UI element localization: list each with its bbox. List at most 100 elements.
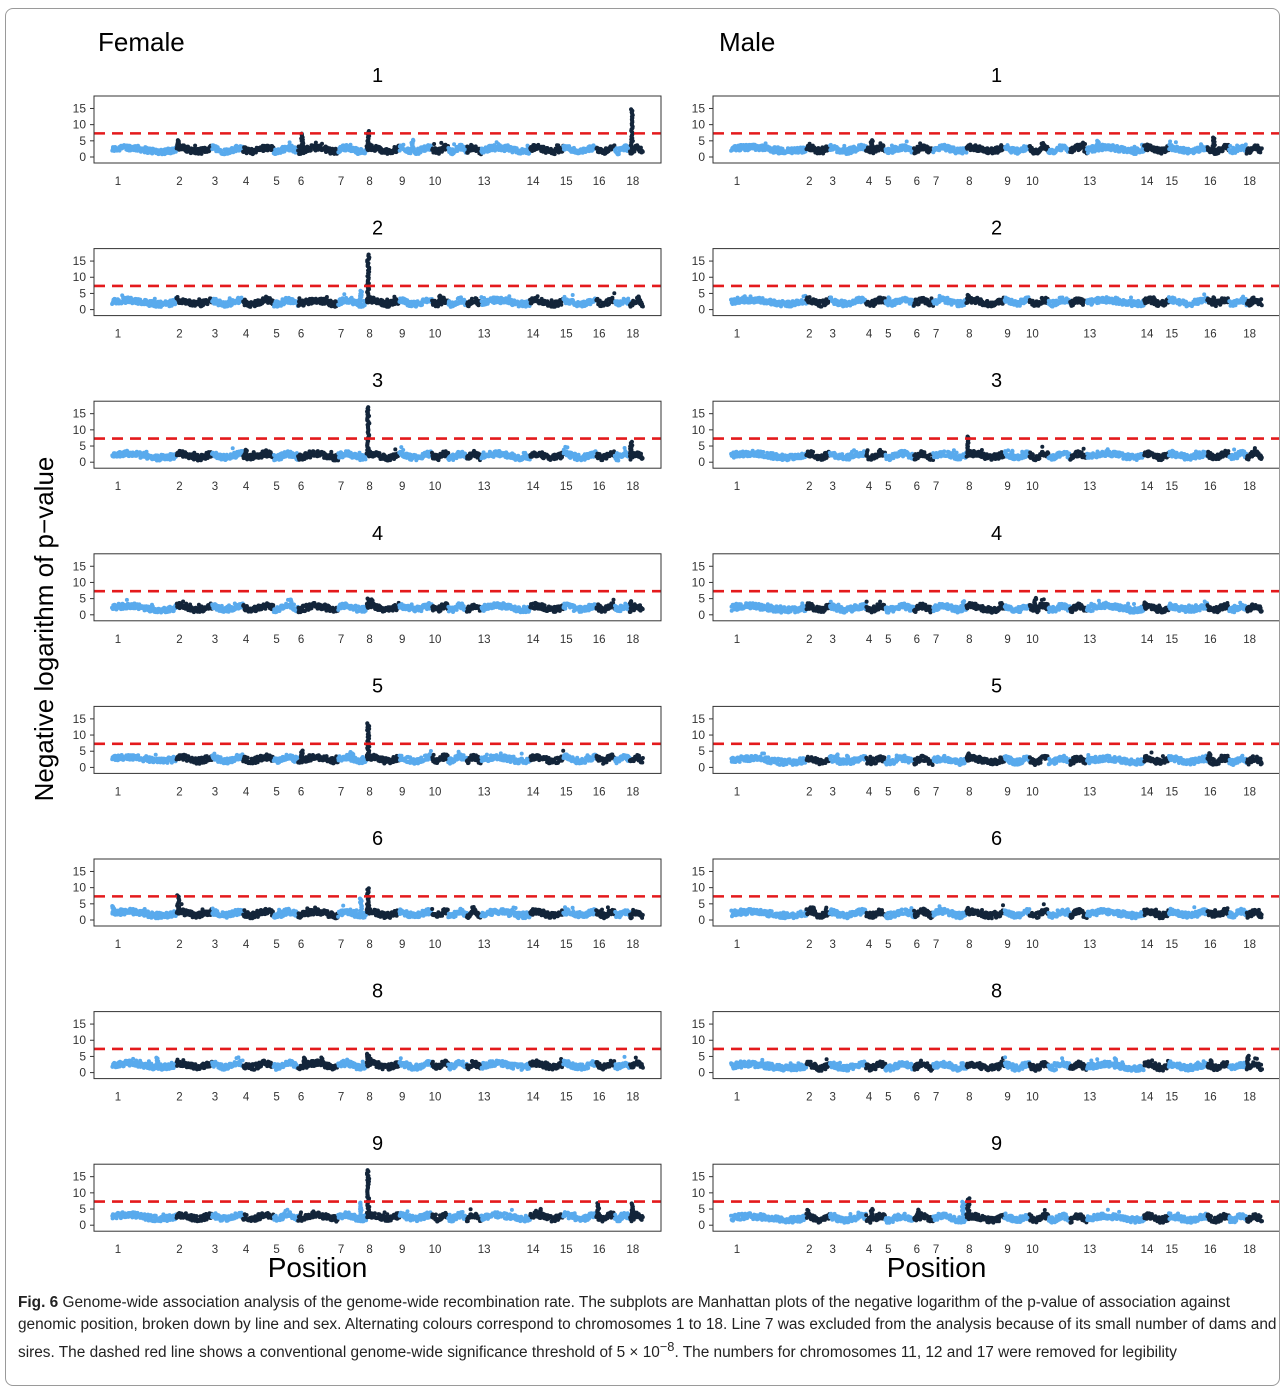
- data-point: [342, 292, 347, 297]
- peak-point: [358, 288, 363, 293]
- x-tick-label: 7: [338, 329, 344, 341]
- x-tick-label: 2: [176, 176, 182, 188]
- x-tick-label: 14: [527, 329, 540, 341]
- panel-title: 2: [372, 218, 383, 240]
- y-tick-label: 0: [79, 303, 86, 317]
- data-point: [559, 302, 564, 307]
- x-tick-label: 13: [478, 481, 491, 493]
- y-tick-label: 10: [73, 118, 87, 132]
- y-tick-label: 15: [73, 254, 87, 268]
- figure-frame: Female Position Male Position Negative logar…: [5, 8, 1280, 1386]
- data-point: [640, 149, 645, 154]
- peak-point: [636, 294, 641, 299]
- data-point: [393, 447, 398, 452]
- x-tick-label: 6: [298, 176, 304, 188]
- x-tick-label: 9: [399, 176, 405, 188]
- data-point: [271, 603, 276, 608]
- data-point: [193, 143, 198, 148]
- sex-header-female: Female: [98, 27, 185, 57]
- data-point: [230, 446, 235, 451]
- peak-point: [629, 107, 634, 112]
- x-tick-label: 8: [366, 329, 372, 341]
- peak-point: [411, 137, 416, 142]
- x-tick-label: 16: [593, 329, 606, 341]
- data-point: [199, 151, 204, 156]
- y-tick-label: 0: [79, 455, 86, 469]
- x-tick-label: 7: [338, 176, 344, 188]
- x-tick-label: 3: [212, 481, 218, 493]
- y-tick-label: 5: [79, 134, 86, 148]
- panel-title: 4: [372, 523, 383, 545]
- y-tick-label: 10: [73, 575, 87, 589]
- data-point: [320, 141, 324, 146]
- data-point: [570, 293, 575, 297]
- x-axis-title: Position: [268, 1252, 368, 1283]
- peak-point: [437, 293, 443, 298]
- x-tick-label: 4: [243, 176, 250, 188]
- y-tick-label: 5: [79, 286, 86, 300]
- x-tick-label: 1: [115, 329, 121, 341]
- peak-point: [366, 252, 371, 257]
- peak-point: [288, 597, 293, 602]
- peak-point: [243, 447, 248, 452]
- panel-title: 1: [372, 65, 383, 87]
- x-tick-label: 8: [366, 176, 372, 188]
- y-tick-label: 15: [73, 407, 87, 421]
- data-point: [535, 294, 540, 299]
- data-point: [432, 142, 437, 146]
- panel-title: 3: [372, 370, 383, 392]
- x-tick-label: 4: [243, 329, 250, 341]
- x-tick-label: 18: [626, 176, 639, 188]
- y-axis-title: Negative logarithm of p−value: [29, 457, 59, 802]
- x-tick-label: 18: [626, 481, 639, 493]
- x-tick-label: 10: [429, 329, 442, 341]
- x-tick-label: 2: [176, 329, 182, 341]
- x-tick-label: 5: [273, 329, 279, 341]
- x-tick-label: 5: [273, 176, 279, 188]
- data-point: [308, 148, 313, 153]
- data-point: [401, 448, 406, 452]
- x-tick-label: 15: [560, 329, 573, 341]
- data-point: [640, 304, 645, 309]
- data-point: [446, 450, 451, 455]
- peak-point: [365, 596, 370, 601]
- x-tick-label: 13: [478, 329, 491, 341]
- y-tick-label: 15: [73, 101, 87, 115]
- y-tick-label: 0: [79, 150, 86, 164]
- x-tick-label: 1: [115, 176, 121, 188]
- data-point: [626, 296, 631, 301]
- peak-point: [366, 405, 371, 410]
- data-point: [542, 603, 547, 608]
- y-tick-label: 0: [79, 608, 86, 622]
- x-tick-label: 5: [273, 481, 279, 493]
- x-tick-label: 8: [366, 481, 372, 493]
- peak-point: [629, 599, 634, 604]
- peak-point: [629, 439, 635, 444]
- data-point: [612, 291, 617, 296]
- x-tick-label: 10: [429, 176, 442, 188]
- x-tick-label: 6: [298, 329, 304, 341]
- data-point: [363, 457, 368, 462]
- x-axis-title: Position: [887, 1252, 987, 1283]
- x-tick-label: 9: [399, 329, 405, 341]
- x-tick-label: 15: [560, 481, 573, 493]
- data-point: [401, 142, 406, 147]
- data-point: [616, 458, 621, 463]
- x-tick-label: 16: [593, 176, 606, 188]
- x-tick-label: 13: [478, 176, 491, 188]
- data-point: [640, 607, 645, 612]
- y-tick-label: 5: [79, 439, 86, 453]
- data-point: [611, 597, 616, 602]
- x-tick-label: 6: [298, 481, 304, 493]
- data-point: [507, 294, 512, 299]
- data-point: [565, 445, 570, 450]
- data-point: [324, 295, 329, 299]
- data-point: [329, 449, 334, 454]
- y-tick-label: 10: [73, 423, 87, 437]
- x-tick-label: 14: [527, 176, 540, 188]
